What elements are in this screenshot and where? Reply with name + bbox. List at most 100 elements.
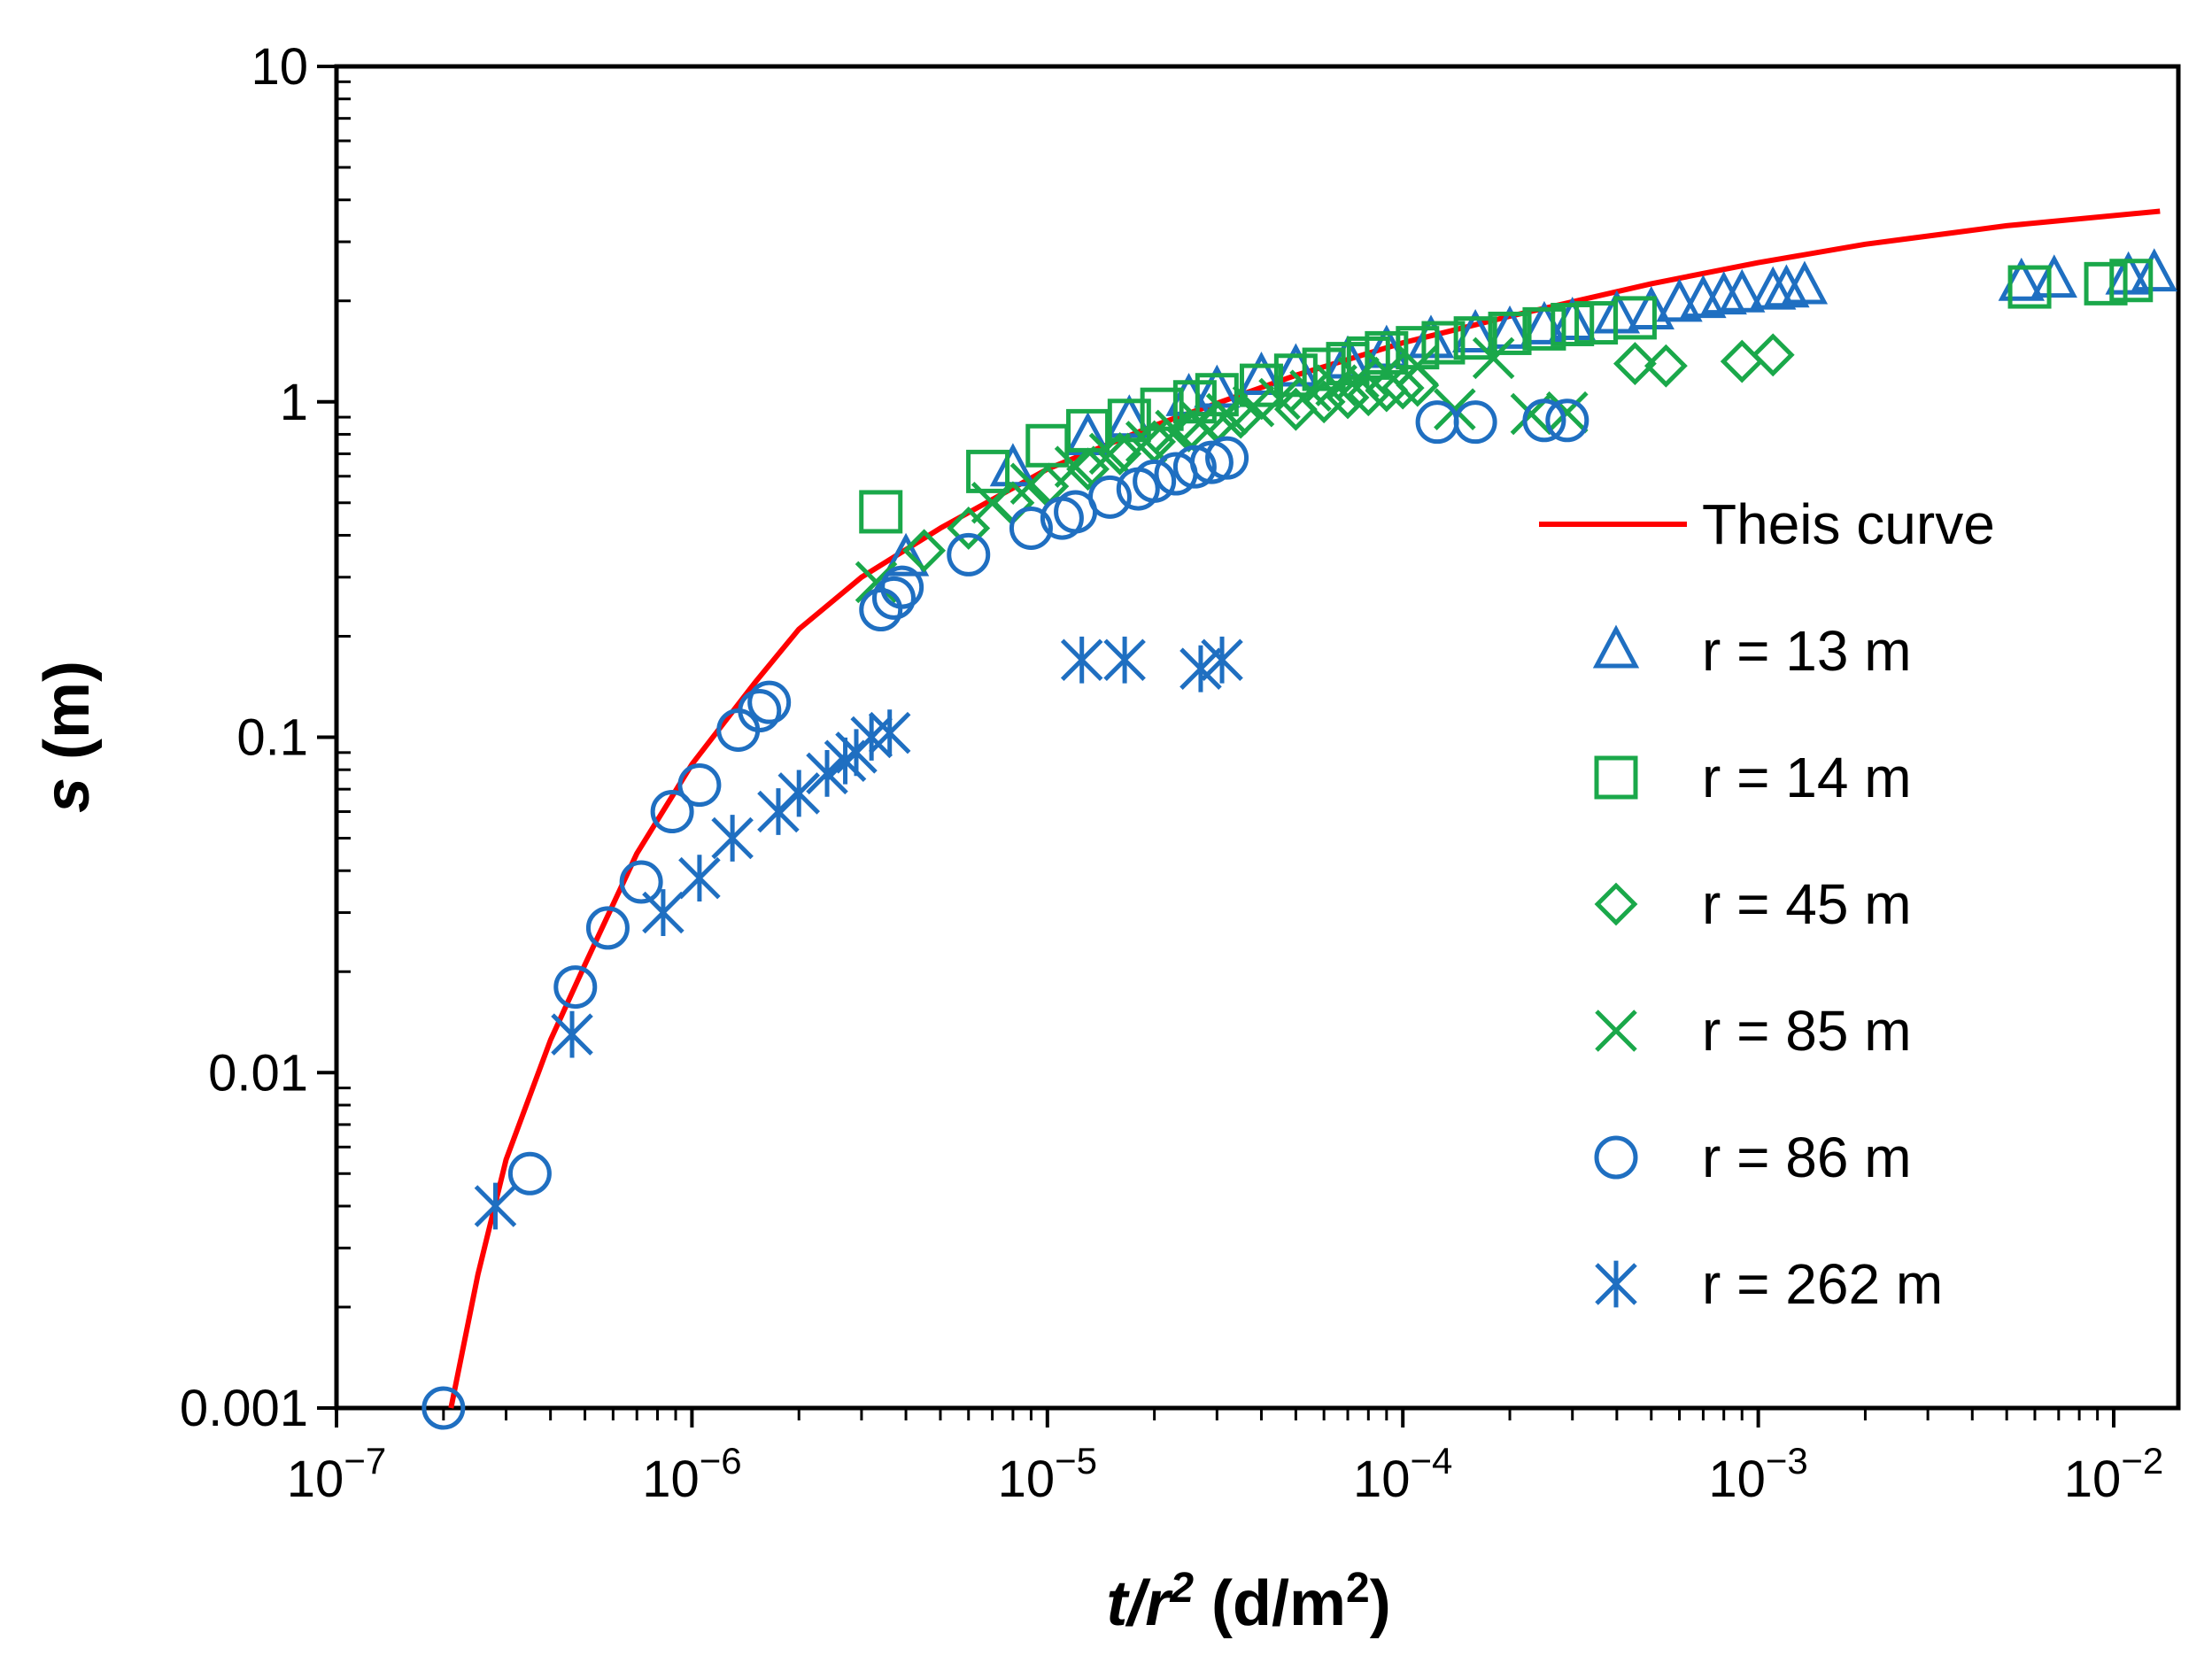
data-point xyxy=(880,565,924,609)
data-point xyxy=(642,889,684,936)
legend-label: r = 262 m xyxy=(1702,1252,1943,1316)
y-tick-label: 10 xyxy=(251,38,308,96)
data-point xyxy=(1054,445,1097,488)
data-point xyxy=(1098,431,1142,476)
series-4 xyxy=(422,398,1589,1430)
data-point xyxy=(747,680,792,724)
data-point xyxy=(1009,462,1053,505)
x-tick-label: 10−7 xyxy=(287,1440,386,1508)
data-point xyxy=(1451,309,1499,352)
legend-marker xyxy=(1594,1135,1638,1180)
data-point xyxy=(777,770,821,817)
data-point xyxy=(1522,306,1566,351)
legend-label: r = 85 m xyxy=(1702,999,1912,1063)
x-tick-labels: 10−7 10−6 10−5 10−4 10−3 10−2 xyxy=(287,1440,2163,1508)
series-1 xyxy=(859,259,2154,534)
series-5 xyxy=(474,636,1243,1230)
data-point xyxy=(1545,398,1589,443)
x-tick-label: 10−6 xyxy=(642,1440,741,1508)
data-point xyxy=(1133,459,1177,503)
data-point xyxy=(1396,344,1439,387)
data-point xyxy=(971,481,1014,524)
legend-label: r = 14 m xyxy=(1702,746,1912,809)
data-point xyxy=(738,689,782,733)
y-tick-label: 0.1 xyxy=(236,709,308,767)
data-point xyxy=(1195,373,1239,417)
data-point xyxy=(650,790,694,834)
data-point xyxy=(1302,347,1346,391)
data-point xyxy=(1453,316,1497,360)
data-point xyxy=(1546,391,1589,434)
x-tick-label: 10−5 xyxy=(998,1440,1097,1508)
data-point xyxy=(1060,636,1103,684)
data-point xyxy=(711,815,754,862)
data-point xyxy=(1232,384,1275,428)
data-point xyxy=(585,906,630,950)
data-point xyxy=(1781,260,1829,305)
data-point xyxy=(551,1010,593,1058)
legend-marker xyxy=(1592,624,1640,669)
data-point xyxy=(1337,356,1380,399)
data-point xyxy=(871,576,916,620)
major-ticks xyxy=(317,65,2116,1428)
legend-label: Theis curve xyxy=(1702,492,1995,556)
data-point xyxy=(1273,353,1318,398)
y-axis-title: s (m) xyxy=(32,661,103,813)
legend-marker xyxy=(1594,755,1638,800)
data-point xyxy=(882,532,930,576)
data-point xyxy=(474,1182,517,1230)
data-point xyxy=(1628,286,1674,329)
data-point xyxy=(1486,305,1534,349)
data-point xyxy=(677,763,722,808)
data-point xyxy=(868,709,911,757)
data-point xyxy=(1205,436,1249,480)
series-3 xyxy=(855,337,1589,604)
data-point xyxy=(1179,645,1222,692)
data-points-layer xyxy=(422,248,2177,1430)
data-point xyxy=(1238,352,1285,395)
theis-curve-line xyxy=(448,208,2161,1409)
data-point xyxy=(1720,339,1764,383)
data-point xyxy=(2007,265,2052,309)
data-point xyxy=(1421,321,1466,365)
x-tick-label: 10−3 xyxy=(1708,1440,1807,1508)
data-point xyxy=(1205,392,1249,436)
data-point xyxy=(2084,261,2128,306)
x-axis-title: t/r2 (d/m2) xyxy=(1106,1565,1390,1639)
data-point xyxy=(1125,421,1168,463)
data-point xyxy=(678,855,721,902)
legend-label: r = 86 m xyxy=(1702,1126,1912,1189)
data-point xyxy=(1302,380,1346,424)
data-point xyxy=(1453,400,1497,445)
data-point xyxy=(2131,248,2177,292)
legend-marker xyxy=(1594,882,1638,926)
data-point xyxy=(1381,366,1425,410)
plot-area xyxy=(334,64,2181,1411)
data-point xyxy=(422,1386,466,1430)
legend-label: r = 45 m xyxy=(1702,872,1912,936)
data-point xyxy=(966,449,1010,493)
data-point xyxy=(1751,333,1795,377)
data-point xyxy=(1025,423,1070,468)
minor-ticks xyxy=(336,80,2100,1420)
data-point xyxy=(855,561,898,604)
data-point xyxy=(1172,445,1217,489)
y-tick-labels: 0.001 0.01 0.1 1 10 xyxy=(180,38,308,1437)
data-point xyxy=(1644,344,1688,388)
data-point xyxy=(1415,400,1459,445)
x-tick-label: 10−4 xyxy=(1353,1440,1452,1508)
data-point xyxy=(1107,398,1151,443)
data-point xyxy=(619,860,663,904)
y-tick-label: 0.001 xyxy=(180,1380,308,1437)
data-point xyxy=(1201,636,1243,684)
data-point xyxy=(507,1151,552,1195)
data-point xyxy=(553,965,598,1010)
data-point xyxy=(1472,337,1515,380)
data-point xyxy=(1613,296,1657,340)
data-point xyxy=(902,529,947,573)
data-point xyxy=(2109,259,2154,303)
data-point xyxy=(1239,363,1283,407)
data-point xyxy=(1103,636,1146,684)
legend-marker xyxy=(1595,1260,1637,1308)
